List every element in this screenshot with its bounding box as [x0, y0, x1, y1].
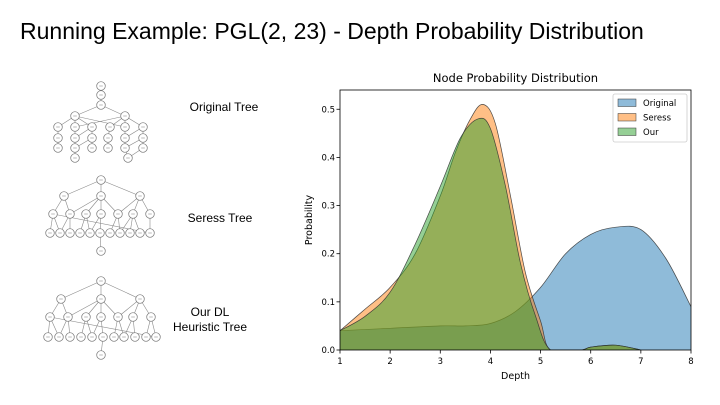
x-tick-label: 4 [488, 357, 493, 367]
series-area-original [340, 226, 691, 350]
legend-label-seress: Seress [643, 114, 672, 124]
legend-label-our: Our [643, 128, 659, 138]
y-axis-label: Probability [304, 195, 315, 246]
original-tree-diagram [53, 81, 148, 163]
legend-swatch-seress [617, 113, 637, 122]
x-tick-label: 7 [638, 357, 643, 367]
plot-frame [339, 89, 692, 351]
x-tick-label: 3 [438, 357, 443, 367]
original-tree-label: Original Tree [189, 100, 259, 114]
seress-tree-diagram [45, 175, 155, 256]
chart-axes: 1 2 3 4 5 6 7 8 0.0 0.1 0.2 0.3 0.4 0.5 [321, 89, 694, 367]
y-tick-label: 0.1 [321, 298, 335, 308]
x-axis-label: Depth [501, 371, 530, 382]
y-tick-label: 0.3 [321, 202, 335, 212]
x-tick-label: 6 [588, 357, 593, 367]
y-tick-label: 0.5 [321, 105, 335, 115]
x-tick-label: 1 [337, 357, 342, 367]
series-line-our [340, 117, 641, 350]
chart-title: Node Probability Distribution [433, 71, 598, 85]
y-tick-label: 0.2 [321, 250, 335, 260]
dl-heuristic-tree-diagram [43, 276, 161, 360]
slide-title: Running Example: PGL(2, 23) - Depth Prob… [20, 18, 644, 44]
y-tick-label: 0.0 [321, 346, 335, 356]
x-tick-label: 8 [688, 357, 693, 367]
y-tick-label: 0.4 [321, 153, 335, 163]
chart-legend: Original Seress Our [612, 93, 688, 143]
seress-tree-label: Seress Tree [187, 211, 253, 225]
series-area-our [340, 118, 641, 350]
dl-heuristic-tree-label: Our DL Heuristic Tree [172, 305, 248, 334]
legend-swatch-original [617, 98, 637, 107]
legend-label-original: Original [643, 99, 676, 109]
chart-areas [340, 104, 691, 350]
x-tick-label: 5 [538, 357, 543, 367]
legend-swatch-our [617, 127, 637, 136]
x-tick-label: 2 [387, 357, 392, 367]
